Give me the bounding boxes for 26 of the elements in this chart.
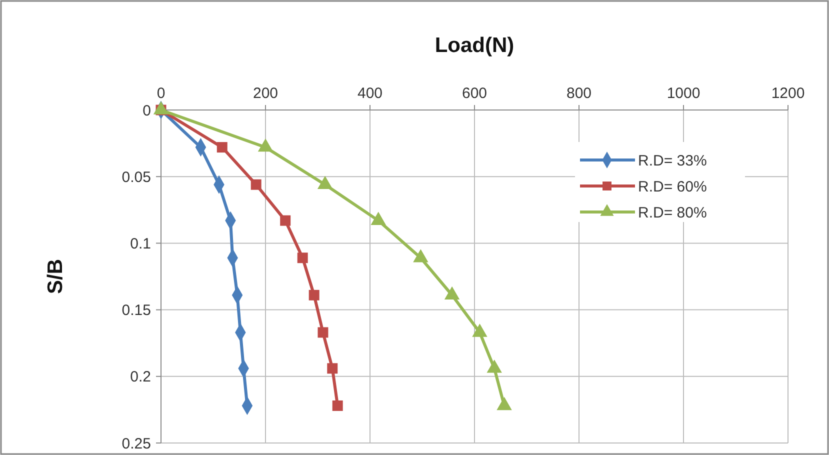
- x-tick-label: 800: [566, 85, 592, 102]
- x-axis-title: Load(N): [434, 34, 514, 57]
- point: [318, 327, 328, 338]
- x-tick-label: 400: [357, 85, 383, 102]
- point: [250, 179, 262, 190]
- legend-label: R.D= 33%: [638, 152, 707, 170]
- point: [216, 142, 228, 153]
- x-tick-label: 1000: [666, 85, 700, 102]
- y-axis-title: S/B: [44, 258, 67, 294]
- y-tick-label: 0: [142, 102, 151, 120]
- point: [297, 252, 308, 264]
- point: [332, 400, 343, 411]
- y-tick-label: 0.1: [130, 235, 151, 252]
- x-tick-label: 600: [462, 85, 488, 102]
- legend-label: R.D= 80%: [638, 204, 707, 222]
- legend-label: R.D= 60%: [638, 178, 707, 196]
- y-tick-label: 0.05: [122, 168, 151, 186]
- x-tick-label: 200: [252, 85, 278, 102]
- y-tick-label: 0.2: [130, 368, 151, 386]
- point: [327, 363, 338, 374]
- x-tick-label: 1200: [771, 85, 805, 102]
- x-tick-label: 0: [156, 85, 166, 102]
- y-tick-label: 0.25: [122, 435, 151, 452]
- point: [280, 215, 291, 226]
- y-tick-label: 0.15: [122, 302, 151, 320]
- point: [308, 290, 320, 300]
